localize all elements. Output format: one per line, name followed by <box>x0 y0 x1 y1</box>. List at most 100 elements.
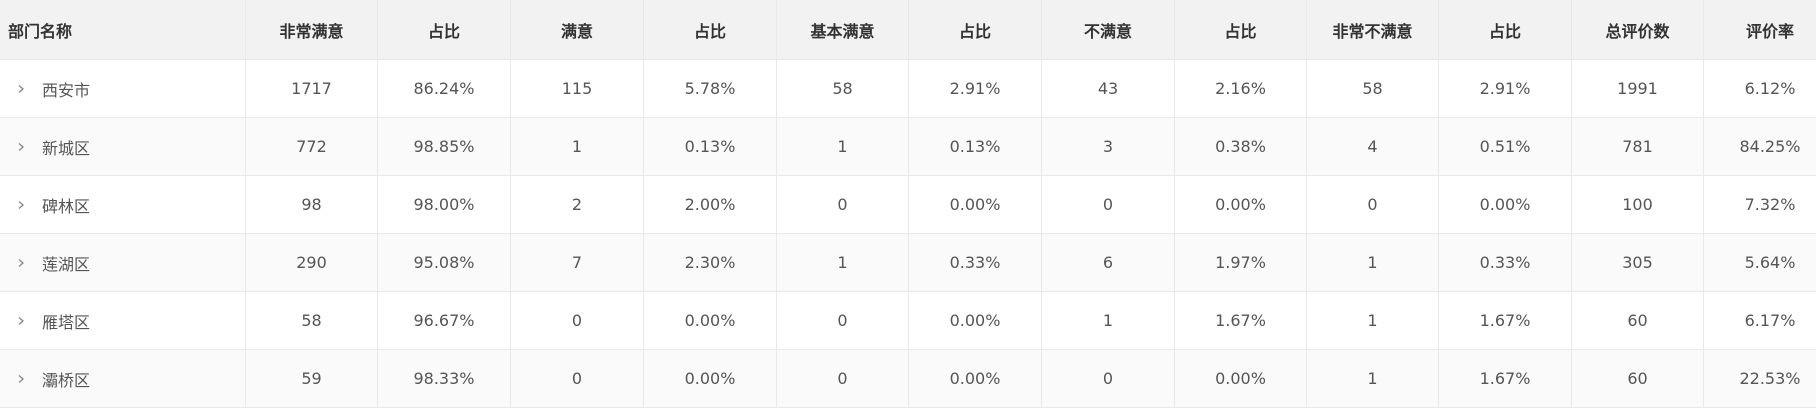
department-name: 莲湖区 <box>42 254 91 274</box>
satisfied-count: 0 <box>511 292 644 350</box>
basically-satisfied-ratio: 2.91% <box>909 60 1042 118</box>
dissatisfied-count: 0 <box>1042 176 1175 234</box>
very-dissatisfied-ratio: 0.00% <box>1439 176 1572 234</box>
chevron-right-icon[interactable] <box>14 314 28 328</box>
total-evaluations: 100 <box>1572 176 1704 234</box>
very-satisfied-ratio: 86.24% <box>378 60 511 118</box>
chevron-right-icon[interactable] <box>14 198 28 212</box>
basically-satisfied-count: 1 <box>777 234 909 292</box>
header-very-dissatisfied: 非常不满意 <box>1307 0 1439 60</box>
department-name: 灞桥区 <box>42 370 91 390</box>
very-dissatisfied-ratio: 1.67% <box>1439 292 1572 350</box>
very-satisfied-ratio: 98.33% <box>378 350 511 408</box>
evaluation-rate: 84.25% <box>1704 118 1816 176</box>
header-basically-satisfied: 基本满意 <box>777 0 909 60</box>
department-cell[interactable]: 西安市 <box>0 60 246 118</box>
basically-satisfied-count: 58 <box>777 60 909 118</box>
basically-satisfied-ratio: 0.00% <box>909 176 1042 234</box>
very-satisfied-count: 59 <box>246 350 378 408</box>
chevron-right-icon[interactable] <box>14 140 28 154</box>
satisfied-ratio: 2.00% <box>644 176 777 234</box>
very-dissatisfied-count: 58 <box>1307 60 1439 118</box>
dissatisfied-count: 1 <box>1042 292 1175 350</box>
basically-satisfied-ratio: 0.00% <box>909 350 1042 408</box>
basically-satisfied-count: 0 <box>777 292 909 350</box>
basically-satisfied-ratio: 0.33% <box>909 234 1042 292</box>
dissatisfied-count: 6 <box>1042 234 1175 292</box>
evaluation-rate: 7.32% <box>1704 176 1816 234</box>
header-evaluation-rate: 评价率 <box>1704 0 1816 60</box>
very-satisfied-ratio: 98.85% <box>378 118 511 176</box>
very-satisfied-count: 58 <box>246 292 378 350</box>
basically-satisfied-ratio: 0.13% <box>909 118 1042 176</box>
dissatisfied-ratio: 0.38% <box>1175 118 1307 176</box>
header-dissatisfied: 不满意 <box>1042 0 1175 60</box>
satisfied-count: 2 <box>511 176 644 234</box>
very-satisfied-count: 772 <box>246 118 378 176</box>
dissatisfied-ratio: 1.97% <box>1175 234 1307 292</box>
satisfied-ratio: 0.00% <box>644 292 777 350</box>
satisfied-count: 0 <box>511 350 644 408</box>
satisfied-ratio: 0.13% <box>644 118 777 176</box>
header-ratio: 占比 <box>644 0 777 60</box>
department-name: 西安市 <box>42 80 91 100</box>
very-satisfied-count: 290 <box>246 234 378 292</box>
basically-satisfied-count: 0 <box>777 176 909 234</box>
chevron-right-icon[interactable] <box>14 372 28 386</box>
header-department-name: 部门名称 <box>0 0 246 60</box>
very-dissatisfied-count: 0 <box>1307 176 1439 234</box>
header-very-satisfied: 非常满意 <box>246 0 378 60</box>
very-satisfied-ratio: 95.08% <box>378 234 511 292</box>
dissatisfied-ratio: 0.00% <box>1175 350 1307 408</box>
very-dissatisfied-count: 1 <box>1307 292 1439 350</box>
very-satisfied-count: 1717 <box>246 60 378 118</box>
chevron-right-icon[interactable] <box>14 82 28 96</box>
basically-satisfied-ratio: 0.00% <box>909 292 1042 350</box>
dissatisfied-ratio: 1.67% <box>1175 292 1307 350</box>
satisfied-count: 115 <box>511 60 644 118</box>
header-satisfied: 满意 <box>511 0 644 60</box>
evaluation-rate: 6.12% <box>1704 60 1816 118</box>
dissatisfied-count: 0 <box>1042 350 1175 408</box>
basically-satisfied-count: 1 <box>777 118 909 176</box>
very-dissatisfied-count: 1 <box>1307 234 1439 292</box>
satisfied-count: 7 <box>511 234 644 292</box>
dissatisfied-count: 3 <box>1042 118 1175 176</box>
total-evaluations: 305 <box>1572 234 1704 292</box>
very-dissatisfied-ratio: 0.33% <box>1439 234 1572 292</box>
very-dissatisfied-ratio: 2.91% <box>1439 60 1572 118</box>
header-ratio: 占比 <box>378 0 511 60</box>
total-evaluations: 60 <box>1572 292 1704 350</box>
satisfied-count: 1 <box>511 118 644 176</box>
total-evaluations: 1991 <box>1572 60 1704 118</box>
evaluation-rate: 5.64% <box>1704 234 1816 292</box>
very-satisfied-count: 98 <box>246 176 378 234</box>
department-name: 碑林区 <box>42 196 91 216</box>
satisfied-ratio: 5.78% <box>644 60 777 118</box>
satisfied-ratio: 2.30% <box>644 234 777 292</box>
total-evaluations: 781 <box>1572 118 1704 176</box>
department-name: 新城区 <box>42 138 91 158</box>
header-ratio: 占比 <box>909 0 1042 60</box>
department-cell[interactable]: 新城区 <box>0 118 246 176</box>
department-cell[interactable]: 灞桥区 <box>0 350 246 408</box>
department-cell[interactable]: 莲湖区 <box>0 234 246 292</box>
department-name: 雁塔区 <box>42 312 91 332</box>
very-dissatisfied-ratio: 0.51% <box>1439 118 1572 176</box>
satisfied-ratio: 0.00% <box>644 350 777 408</box>
very-satisfied-ratio: 96.67% <box>378 292 511 350</box>
very-satisfied-ratio: 98.00% <box>378 176 511 234</box>
header-total-evaluations: 总评价数 <box>1572 0 1704 60</box>
department-cell[interactable]: 碑林区 <box>0 176 246 234</box>
chevron-right-icon[interactable] <box>14 256 28 270</box>
dissatisfied-count: 43 <box>1042 60 1175 118</box>
header-ratio: 占比 <box>1439 0 1572 60</box>
dissatisfied-ratio: 2.16% <box>1175 60 1307 118</box>
header-ratio: 占比 <box>1175 0 1307 60</box>
basically-satisfied-count: 0 <box>777 350 909 408</box>
department-cell[interactable]: 雁塔区 <box>0 292 246 350</box>
very-dissatisfied-count: 4 <box>1307 118 1439 176</box>
very-dissatisfied-ratio: 1.67% <box>1439 350 1572 408</box>
very-dissatisfied-count: 1 <box>1307 350 1439 408</box>
